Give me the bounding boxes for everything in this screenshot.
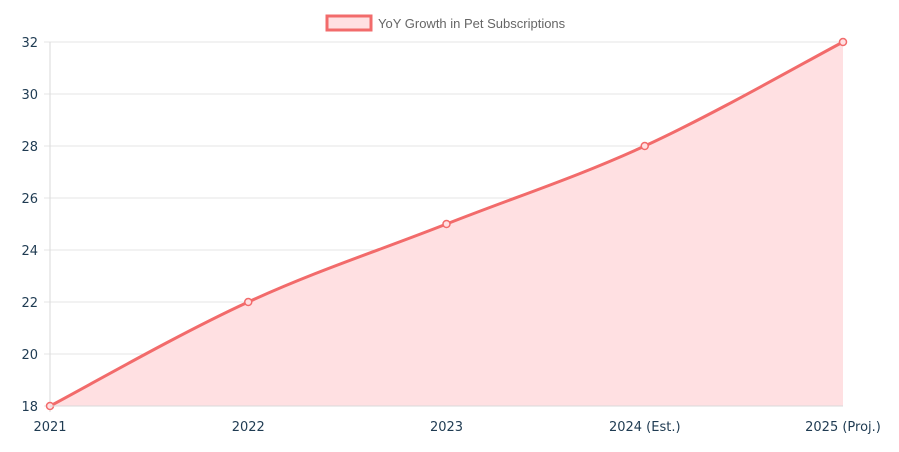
y-tick-label: 24 <box>21 244 38 259</box>
x-tick-label: 2022 <box>232 420 265 435</box>
y-tick-label: 22 <box>21 296 38 311</box>
x-tick-label: 2025 (Proj.) <box>805 420 881 435</box>
y-tick-label: 30 <box>21 88 38 103</box>
y-tick-label: 18 <box>21 400 38 415</box>
legend[interactable]: YoY Growth in Pet Subscriptions <box>325 14 566 32</box>
y-tick-label: 32 <box>21 36 38 51</box>
y-tick-label: 28 <box>21 140 38 155</box>
x-tick-label: 2023 <box>430 420 463 435</box>
y-tick-label: 26 <box>21 192 38 207</box>
y-tick-label: 20 <box>21 348 38 363</box>
x-tick-label: 2024 (Est.) <box>609 420 681 435</box>
data-point[interactable] <box>838 37 848 47</box>
legend-swatch[interactable] <box>325 14 373 32</box>
x-tick-label: 2021 <box>33 420 66 435</box>
data-point[interactable] <box>640 141 649 151</box>
data-point[interactable] <box>244 297 253 307</box>
legend-label[interactable]: YoY Growth in Pet Subscriptions <box>378 16 566 31</box>
data-point[interactable] <box>442 219 451 229</box>
